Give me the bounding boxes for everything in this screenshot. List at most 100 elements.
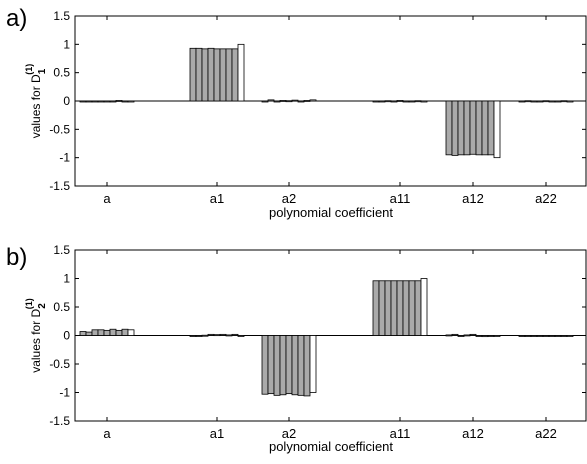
bar-true-value [237, 43, 245, 102]
bar-estimate [530, 335, 538, 337]
bar-estimate [79, 100, 87, 103]
bar-true-value [493, 100, 501, 159]
bar-estimate [518, 100, 526, 103]
bar-estimate [463, 334, 471, 337]
bar-estimate [469, 333, 477, 336]
bar-estimate [463, 100, 471, 156]
bar-estimate [109, 100, 117, 103]
bar-estimate [303, 335, 311, 397]
bar-estimate [91, 100, 99, 103]
bar-estimate [189, 335, 197, 337]
bar-estimate [195, 47, 203, 102]
bar-estimate [457, 100, 465, 156]
x-tick-label: a11 [390, 426, 411, 441]
bar-estimate [518, 335, 526, 337]
bar-estimate [384, 100, 392, 103]
x-tick-label: a12 [462, 426, 484, 441]
x-tick-label: a12 [462, 191, 484, 206]
bar-estimate [285, 100, 293, 103]
bar-estimate [91, 329, 99, 336]
bar-estimate [285, 335, 293, 395]
bar-estimate [297, 100, 305, 103]
y-tick-label: 1.5 [53, 243, 70, 257]
bar-estimate [201, 334, 209, 337]
bar-estimate [225, 48, 233, 102]
bar-estimate [225, 334, 233, 337]
bar-estimate [402, 280, 410, 336]
y-tick-label: -0.5 [49, 122, 70, 136]
x-axis-label: polynomial coefficient [269, 439, 393, 454]
bar-estimate [414, 280, 422, 336]
bar-estimate [103, 329, 111, 336]
bar-estimate [469, 100, 477, 155]
bar-true-value [127, 100, 135, 103]
bar-estimate [297, 335, 305, 396]
bar-estimate [457, 335, 465, 337]
bar-estimate [219, 48, 227, 102]
x-tick-label: a22 [535, 426, 557, 441]
bar-true-value [566, 335, 574, 337]
y-tick-label: -1 [59, 386, 70, 400]
bar-estimate [414, 100, 422, 103]
bar-estimate [408, 100, 416, 103]
bar-estimate [121, 328, 129, 336]
bar-estimate [121, 100, 129, 103]
bar-true-value [420, 278, 428, 336]
bar-estimate [402, 100, 410, 103]
bar-estimate [267, 99, 275, 102]
bar-estimate [372, 280, 380, 336]
bar-estimate [378, 100, 386, 103]
y-tick-label: 0 [63, 94, 70, 108]
bar-estimate [536, 100, 544, 103]
bar-estimate [481, 335, 489, 338]
y-tick-label: -1 [59, 151, 70, 165]
bar-estimate [554, 100, 562, 103]
bar-estimate [548, 100, 556, 103]
bar-estimate [103, 100, 111, 103]
bar-estimate [487, 335, 495, 337]
bar-estimate [231, 48, 239, 102]
x-tick-label: a2 [282, 426, 296, 441]
bar-estimate [560, 100, 568, 103]
bar-estimate [524, 335, 532, 337]
bar-estimate [213, 334, 221, 337]
bar-estimate [115, 100, 123, 102]
y-tick-label: 0.5 [53, 66, 70, 80]
bar-estimate [195, 335, 203, 337]
bar-estimate [451, 333, 459, 336]
bar-estimate [481, 100, 489, 156]
bar-estimate [390, 100, 398, 103]
bar-estimate [390, 280, 398, 336]
bar-estimate [536, 335, 544, 337]
bar-true-value [127, 329, 135, 336]
y-tick-label: 0 [63, 329, 70, 343]
bar-estimate [279, 100, 287, 102]
bar-true-value [420, 100, 428, 103]
y-tick-label: 1 [63, 272, 70, 286]
chart-panel-a: 1.5 1 0.5 0 -0.5 -1 -1.5 a a1 a2 a11 a12 a22 polynomi… [6, 5, 587, 220]
bar-true-value [309, 335, 317, 393]
y-tick-label: 0.5 [53, 300, 70, 314]
x-tick-label: a [103, 426, 111, 441]
bar-estimate [273, 100, 281, 103]
bar-estimate [109, 328, 117, 336]
bar-estimate [475, 335, 483, 337]
bar-estimate [487, 100, 495, 156]
x-tick-label: a22 [535, 191, 557, 206]
bar-true-value [566, 100, 574, 103]
bar-estimate [524, 100, 532, 103]
x-tick-label: a2 [282, 191, 296, 206]
y-tick-label: 1.5 [53, 9, 70, 23]
bar-estimate [396, 280, 404, 336]
bar-estimate [231, 333, 239, 336]
y-tick-label: -0.5 [49, 357, 70, 371]
bar-estimate [396, 100, 404, 102]
bar-estimate [189, 47, 197, 102]
y-tick-label: -1.5 [49, 414, 70, 428]
bar-estimate [384, 280, 392, 336]
x-tick-label: a11 [390, 191, 411, 206]
bar-estimate [291, 335, 299, 396]
bar-estimate [219, 333, 227, 336]
y-tick-label: 1 [63, 37, 70, 51]
bar-estimate [85, 100, 93, 103]
